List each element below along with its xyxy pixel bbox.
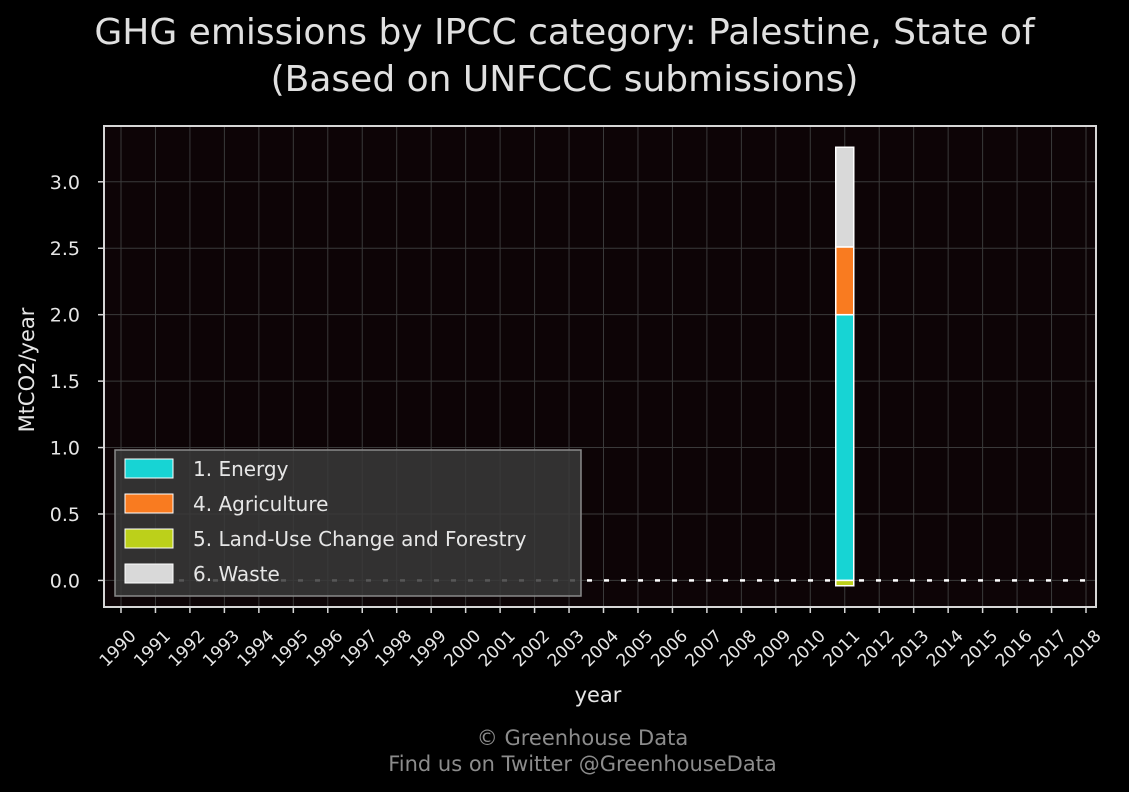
x-tick-label: 2010: [785, 626, 830, 671]
x-tick-label: 2007: [682, 626, 727, 671]
y-tick-label: 0.5: [50, 504, 80, 526]
x-tick-label: 2004: [578, 626, 623, 671]
footer-copyright: © Greenhouse Data: [476, 726, 689, 750]
x-tick-label: 2018: [1061, 626, 1106, 671]
x-tick-label: 1995: [268, 626, 313, 671]
y-tick-label: 1.5: [50, 371, 80, 393]
y-tick-label: 2.5: [50, 238, 80, 260]
x-tick-label: 2006: [647, 626, 692, 671]
x-tick-label: 1996: [303, 626, 348, 671]
x-tick-label: 1991: [130, 626, 175, 671]
x-tick-label: 1997: [337, 626, 382, 671]
x-tick-label: 2012: [854, 626, 899, 671]
y-ticks: 0.0 0.5 1.0 1.5 2.0 2.5 3.0: [50, 172, 104, 592]
y-tick-label: 0.0: [50, 570, 80, 592]
x-tick-label: 2005: [613, 626, 658, 671]
x-tick-label: 2000: [440, 626, 485, 671]
x-tick-label: 2017: [1026, 626, 1071, 671]
legend-label: 1. Energy: [193, 457, 289, 481]
bar-segment: [835, 146, 855, 248]
x-tick-label: 1994: [234, 626, 279, 671]
x-tick-label: 2003: [544, 626, 589, 671]
legend-label: 6. Waste: [193, 562, 280, 586]
footer-twitter: Find us on Twitter @GreenhouseData: [388, 752, 777, 776]
legend: 1. Energy 4. Agriculture 5. Land-Use Chang…: [114, 449, 582, 597]
y-tick-label: 3.0: [50, 172, 80, 194]
legend-swatch: [124, 458, 174, 479]
chart-subtitle: (Based on UNFCCC submissions): [270, 59, 859, 100]
bar-segment: [835, 579, 855, 587]
y-axis-label: MtCO2/year: [15, 307, 39, 432]
plot-frame: [103, 125, 1097, 608]
legend-box: [114, 449, 582, 597]
bars: [835, 146, 855, 587]
legend-label: 4. Agriculture: [193, 492, 328, 516]
legend-swatch: [124, 493, 174, 514]
x-tick-label: 1993: [199, 626, 244, 671]
x-tick-label: 2015: [957, 626, 1002, 671]
x-tick-label: 2009: [751, 626, 796, 671]
x-tick-label: 1999: [406, 626, 451, 671]
x-axis-label: year: [575, 683, 622, 707]
legend-swatch: [124, 563, 174, 584]
x-tick-label: 1990: [96, 626, 141, 671]
x-tick-label: 2016: [992, 626, 1037, 671]
bar-segment: [835, 313, 855, 582]
bar-segment: [835, 246, 855, 316]
y-tick-label: 1.0: [50, 438, 80, 460]
chart-title: GHG emissions by IPCC category: Palestin…: [94, 12, 1035, 53]
x-tick-label: 1998: [372, 626, 417, 671]
x-tick-label: 2014: [923, 626, 968, 671]
x-tick-label: 2002: [509, 626, 554, 671]
x-tick-label: 2008: [716, 626, 761, 671]
legend-label: 5. Land-Use Change and Forestry: [193, 527, 527, 551]
x-tick-label: 2011: [820, 626, 865, 671]
legend-swatch: [124, 528, 174, 549]
x-ticks: 1990199119921993199419951996199719981999…: [96, 607, 1106, 671]
x-tick-label: 1992: [165, 626, 210, 671]
x-tick-label: 2013: [888, 626, 933, 671]
y-tick-label: 2.0: [50, 305, 80, 327]
x-tick-label: 2001: [475, 626, 520, 671]
